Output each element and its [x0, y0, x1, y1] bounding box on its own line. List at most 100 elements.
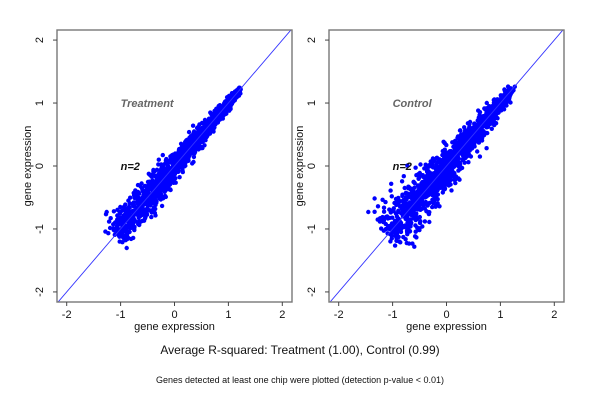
- data-point: [452, 141, 458, 146]
- data-point: [156, 157, 161, 162]
- data-point: [446, 178, 451, 184]
- scatter-points: [103, 85, 243, 251]
- data-point: [204, 119, 209, 124]
- data-point: [405, 214, 410, 219]
- data-point: [444, 142, 449, 148]
- x-tick-label: -1: [388, 309, 398, 321]
- data-point: [389, 231, 394, 236]
- data-point: [111, 209, 117, 214]
- data-point: [405, 163, 410, 168]
- data-point: [118, 209, 124, 214]
- data-point: [492, 122, 497, 128]
- data-point: [165, 176, 170, 181]
- data-point: [140, 203, 145, 208]
- data-point: [458, 166, 463, 172]
- data-point: [372, 196, 377, 201]
- x-tick-label: 0: [171, 309, 177, 321]
- x-tick-label: -2: [62, 309, 72, 321]
- data-point: [106, 231, 111, 236]
- data-point: [375, 204, 381, 209]
- data-point: [212, 108, 217, 114]
- data-point: [381, 205, 387, 210]
- data-point: [173, 169, 178, 174]
- data-point: [389, 194, 394, 199]
- data-point: [131, 216, 136, 221]
- data-point: [118, 204, 123, 210]
- data-point: [128, 236, 134, 242]
- data-point: [441, 163, 446, 168]
- data-point: [455, 156, 460, 162]
- data-point: [130, 221, 135, 226]
- data-point: [406, 184, 411, 189]
- x-axis-label: gene expression: [134, 321, 215, 333]
- x-tick-label: 1: [225, 309, 231, 321]
- data-point: [414, 216, 419, 221]
- data-point: [137, 210, 142, 215]
- data-point: [399, 179, 405, 184]
- r-squared-summary: Average R-squared: Treatment (1.00), Con…: [160, 343, 440, 357]
- data-point: [398, 220, 404, 226]
- data-point: [389, 181, 394, 186]
- data-point: [158, 197, 163, 202]
- data-point: [435, 197, 440, 202]
- data-point: [142, 183, 148, 189]
- data-point: [449, 188, 454, 193]
- data-point: [400, 192, 405, 197]
- data-point: [167, 170, 172, 176]
- data-point: [435, 201, 440, 206]
- data-point: [169, 153, 175, 158]
- data-point: [423, 162, 428, 167]
- data-point: [215, 117, 220, 122]
- data-point: [464, 147, 469, 153]
- identity-line: [329, 30, 564, 302]
- data-point: [420, 200, 425, 205]
- data-point: [396, 225, 401, 230]
- data-point: [388, 188, 393, 193]
- data-point: [111, 222, 116, 227]
- x-tick-label: 2: [551, 309, 557, 321]
- data-point: [177, 175, 182, 180]
- data-point: [182, 164, 187, 169]
- data-point: [408, 222, 413, 227]
- scatter-points: [366, 84, 517, 249]
- data-point: [191, 154, 197, 160]
- data-point: [141, 212, 146, 217]
- data-point: [415, 206, 420, 211]
- x-tick-label: 1: [497, 309, 503, 321]
- data-point: [466, 143, 471, 148]
- data-point: [417, 196, 423, 201]
- data-point: [407, 195, 413, 200]
- data-point: [399, 211, 404, 216]
- data-point: [133, 188, 138, 193]
- data-point: [146, 192, 151, 198]
- data-point: [123, 229, 129, 234]
- data-point: [190, 150, 195, 156]
- data-point: [142, 198, 147, 203]
- data-point: [416, 191, 421, 197]
- data-point: [123, 202, 128, 207]
- data-point: [152, 169, 157, 174]
- data-point: [135, 191, 140, 196]
- data-point: [235, 93, 240, 99]
- data-point: [184, 155, 190, 160]
- data-point: [445, 170, 451, 175]
- data-point: [430, 204, 435, 210]
- data-point: [426, 192, 431, 197]
- data-point: [455, 163, 461, 168]
- x-axis-label: gene expression: [406, 321, 487, 333]
- data-point: [453, 148, 458, 153]
- data-point: [479, 138, 485, 143]
- data-point: [477, 154, 483, 159]
- data-point: [462, 135, 468, 140]
- data-point: [426, 164, 432, 169]
- data-point: [421, 175, 427, 180]
- data-point: [433, 180, 439, 186]
- data-point: [385, 214, 390, 219]
- data-point: [489, 117, 494, 123]
- data-point: [147, 201, 152, 206]
- data-point: [140, 194, 146, 200]
- data-point: [393, 196, 399, 202]
- data-point: [413, 165, 418, 170]
- control-panel: -2 -1 0 1 2 -2 -1 0 1 2 gene expression gene expres…: [294, 29, 565, 333]
- data-point: [447, 175, 452, 180]
